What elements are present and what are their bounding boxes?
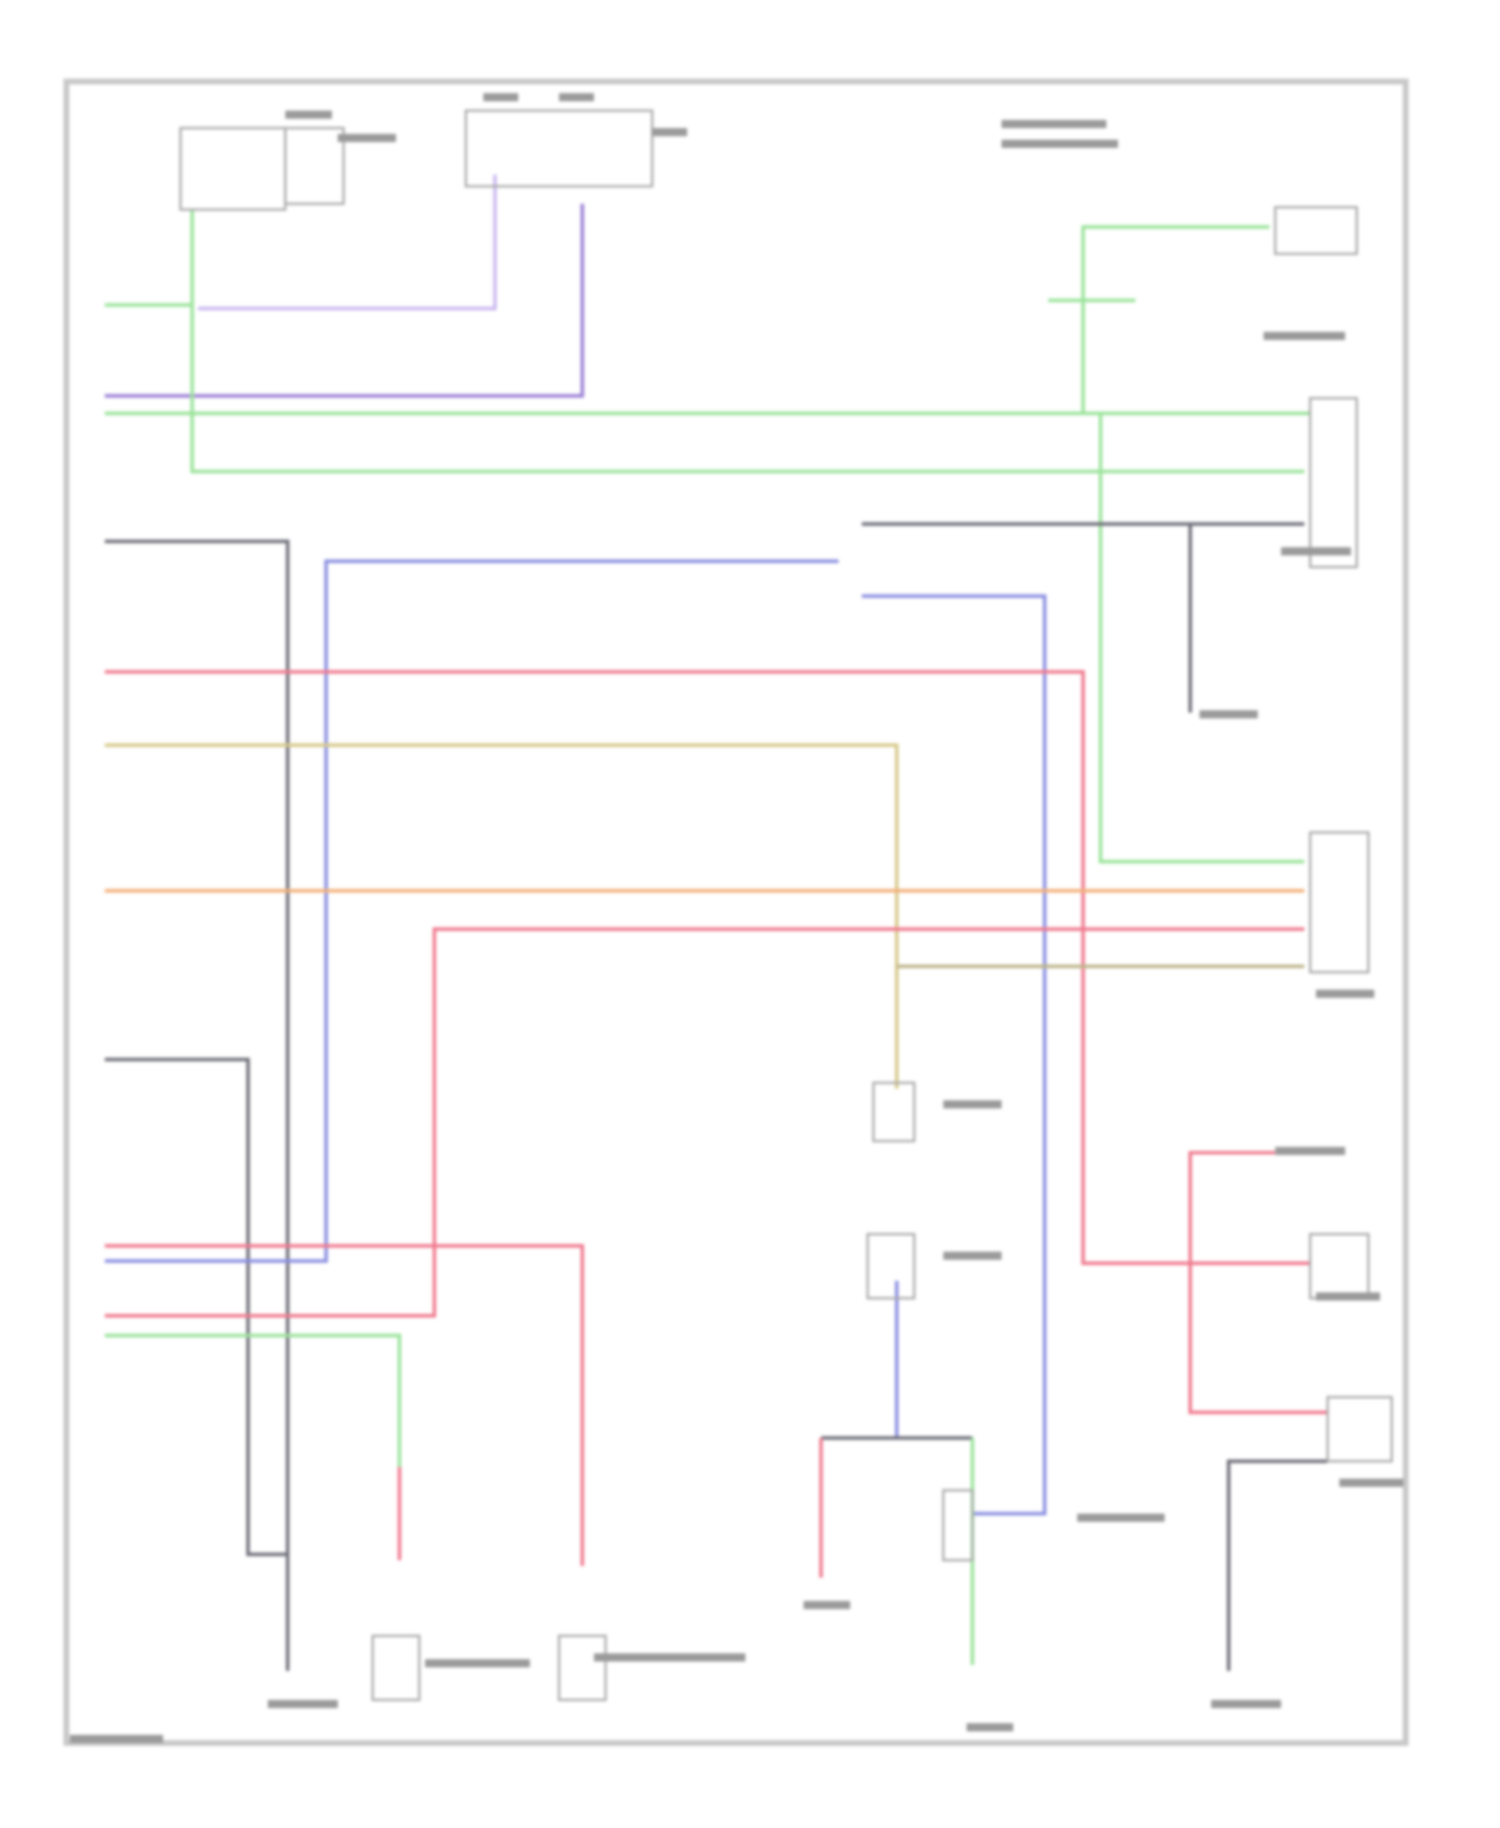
illegible-label xyxy=(559,93,594,102)
component-box xyxy=(942,1489,974,1562)
illegible-label xyxy=(943,1251,1002,1260)
illegible-label xyxy=(1001,119,1107,129)
component-box xyxy=(1326,1396,1393,1463)
illegible-label xyxy=(1339,1478,1404,1487)
illegible-label xyxy=(966,1723,1014,1732)
wire-gray xyxy=(104,1057,288,1557)
wire-pink xyxy=(104,927,1305,1318)
wire-blue xyxy=(861,594,1047,1516)
component-box xyxy=(1309,1233,1370,1300)
component-box xyxy=(1309,831,1370,974)
component-box xyxy=(1274,206,1358,255)
wire-green xyxy=(190,209,1305,474)
component-box xyxy=(866,1233,916,1300)
illegible-label xyxy=(803,1600,851,1610)
illegible-label xyxy=(1211,1699,1282,1709)
diagram-frame xyxy=(63,78,1409,1746)
illegible-label xyxy=(1077,1513,1165,1522)
component-box xyxy=(371,1634,421,1702)
illegible-label xyxy=(1001,139,1119,148)
wire-green xyxy=(1081,225,1270,414)
illegible-label xyxy=(425,1659,530,1668)
component-box xyxy=(179,126,287,211)
wire-tan xyxy=(104,743,899,1089)
component-box xyxy=(872,1081,916,1143)
wire-blue xyxy=(104,559,839,1263)
illegible-label xyxy=(285,110,332,119)
component-box xyxy=(464,109,654,188)
wire-purple xyxy=(104,203,585,398)
illegible-label xyxy=(1199,710,1258,719)
wire-green xyxy=(1098,413,1305,864)
illegible-label xyxy=(593,1653,746,1662)
illegible-label xyxy=(1275,1146,1346,1156)
illegible-label xyxy=(337,133,396,143)
illegible-label xyxy=(1263,331,1346,340)
wire-pink xyxy=(104,1244,585,1567)
illegible-label xyxy=(1315,1292,1381,1301)
illegible-label xyxy=(652,128,688,137)
illegible-label xyxy=(943,1100,1002,1109)
illegible-label xyxy=(267,1699,338,1709)
wire-pink xyxy=(1188,1150,1328,1415)
illegible-label xyxy=(69,1734,164,1744)
illegible-label xyxy=(1315,989,1375,998)
illegible-label xyxy=(483,93,519,102)
wire-gray xyxy=(104,539,290,1671)
wire-green xyxy=(104,1333,402,1468)
component-box xyxy=(284,126,345,205)
wire-gray xyxy=(1226,1459,1328,1671)
wire-lavender xyxy=(197,174,497,311)
component-box xyxy=(1309,397,1358,569)
component-box xyxy=(557,1634,607,1702)
illegible-label xyxy=(1281,547,1351,556)
